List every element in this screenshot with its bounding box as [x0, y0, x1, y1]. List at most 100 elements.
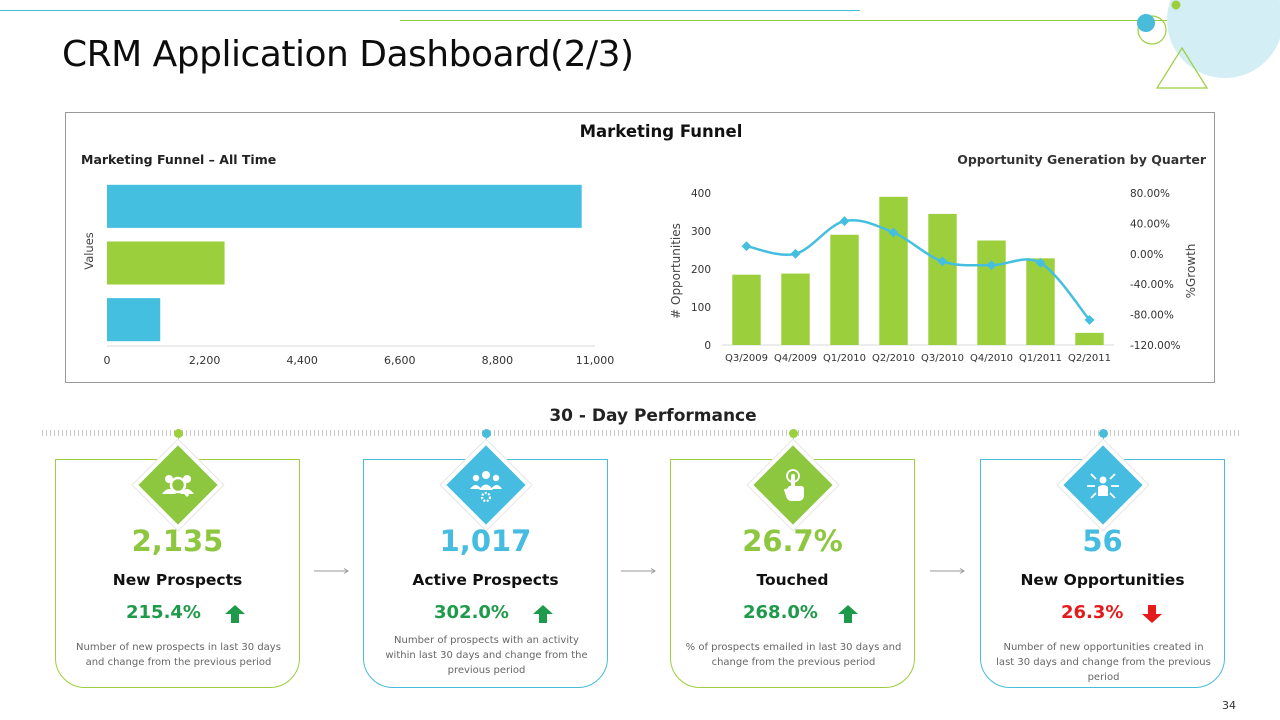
opportunity-x-tick-label: Q2/2011	[1068, 353, 1111, 364]
connector-arrow	[314, 568, 349, 574]
arrow-up-icon	[533, 605, 553, 623]
opportunity-bar	[781, 273, 810, 345]
growth-point	[741, 241, 752, 252]
touched-value: 26.7%	[742, 524, 843, 558]
growth-point	[986, 260, 997, 271]
decor-dot-green	[1171, 0, 1181, 10]
opportunity-chart-title: Opportunity Generation by Quarter	[957, 152, 1207, 167]
decor-ring	[1137, 15, 1167, 45]
opportunity-bar	[732, 274, 761, 345]
growth-y-tick-label: 40.00%	[1130, 218, 1170, 230]
opportunity-y-tick-label: 400	[691, 188, 711, 200]
header-accent-line-blue	[0, 10, 860, 11]
performance-title: 30 - Day Performance	[549, 406, 757, 426]
dotted-divider	[42, 430, 1240, 436]
new-prospects-description: Number of new prospects in last 30 days …	[76, 642, 281, 668]
search-people-icon	[162, 475, 194, 497]
new-prospects-label: New Prospects	[112, 571, 243, 589]
card-connector-dot	[789, 429, 798, 438]
opportunity-x-tick-label: Q1/2010	[823, 353, 866, 364]
card-connector-dot	[174, 429, 183, 438]
opportunity-y-tick-label: 300	[691, 226, 711, 238]
growth-point	[1035, 257, 1046, 268]
opportunity-bar	[1075, 332, 1104, 345]
opportunity-bar	[879, 196, 908, 345]
new-prospects-change: 215.4%	[126, 602, 201, 623]
active-prospects-value: 1,017	[439, 524, 532, 558]
funnel-chart: 0 2,200 4,400 6,600 8,800 11,000	[104, 184, 615, 367]
page-title: CRM Application Dashboard(2/3)	[62, 34, 634, 75]
arrow-down-icon	[1142, 605, 1162, 623]
card-active-prospects: 1,017 Active Prospects 302.0% Number of …	[363, 429, 608, 688]
opportunity-x-tick-label: Q1/2011	[1019, 353, 1062, 364]
active-prospects-label: Active Prospects	[412, 571, 559, 589]
connector-arrow	[621, 568, 656, 574]
new-opportunities-value: 56	[1082, 524, 1123, 558]
opportunity-x-tick-label: Q3/2010	[921, 353, 964, 364]
funnel-bar	[107, 298, 161, 342]
funnel-x-tick-label: 11,000	[576, 354, 615, 367]
header-accent-line-green	[400, 20, 1260, 21]
touched-label: Touched	[756, 571, 829, 589]
growth-axis-label: %Growth	[1184, 244, 1198, 299]
decor-dot-blue	[1137, 14, 1155, 32]
opportunity-bar	[1026, 258, 1055, 345]
opportunity-bar	[928, 213, 957, 345]
funnel-x-tick-label: 6,600	[384, 354, 416, 367]
charts-canvas: Marketing Funnel Marketing Funnel – All …	[81, 122, 1207, 367]
growth-y-tick-label: 0.00%	[1130, 249, 1163, 261]
active-prospects-description: Number of prospects with an activity wit…	[385, 635, 588, 676]
funnel-x-tick-label: 4,400	[286, 354, 318, 367]
new-opportunities-label: New Opportunities	[1020, 571, 1185, 589]
funnel-x-tick-label: 8,800	[482, 354, 514, 367]
growth-point	[888, 227, 899, 238]
active-prospects-change: 302.0%	[434, 602, 509, 623]
touched-description: % of prospects emailed in last 30 days a…	[685, 642, 902, 668]
connector-arrow	[930, 568, 965, 574]
funnel-bar	[107, 241, 225, 285]
new-opportunities-change: 26.3%	[1061, 602, 1124, 623]
funnel-x-tick-label: 2,200	[189, 354, 221, 367]
card-touched: 26.7% Touched 268.0% % of prospects emai…	[670, 429, 915, 688]
decor-circle-large	[1167, 0, 1280, 78]
opportunity-y-tick-label: 100	[691, 302, 711, 314]
funnel-bar	[107, 184, 582, 228]
card-new-opportunities: 56 New Opportunities 26.3% Number of new…	[980, 429, 1225, 688]
touched-change: 268.0%	[743, 602, 818, 623]
growth-y-tick-label: -80.00%	[1130, 310, 1174, 322]
growth-y-tick-label: -40.00%	[1130, 279, 1174, 291]
page-number: 34	[1222, 699, 1236, 712]
opportunity-bar	[977, 240, 1006, 345]
growth-y-tick-label: 80.00%	[1130, 188, 1170, 200]
opportunity-bar	[830, 234, 859, 345]
growth-point	[937, 256, 948, 267]
funnel-y-axis-label: Values	[82, 232, 96, 270]
marketing-funnel-panel: Marketing Funnel Marketing Funnel – All …	[65, 112, 1215, 383]
card-connector-dot	[482, 429, 491, 438]
funnel-panel-title: Marketing Funnel	[580, 122, 743, 141]
opportunity-y-tick-label: 200	[691, 264, 711, 276]
header-decoration	[1137, 0, 1280, 89]
network-person-icon	[1087, 473, 1119, 499]
opportunity-y-tick-label: 0	[704, 340, 711, 352]
growth-y-tick-label: -120.00%	[1130, 340, 1181, 352]
card-new-prospects: 2,135 New Prospects 215.4% Number of new…	[55, 429, 300, 688]
opportunity-x-tick-label: Q4/2009	[774, 353, 817, 364]
funnel-chart-title: Marketing Funnel – All Time	[81, 152, 276, 167]
opportunities-axis-label: # Opportunities	[669, 223, 683, 319]
opportunity-chart: 0 100 200 300 400 -120.00% -80.00% -40.00% 0.00%…	[691, 188, 1181, 364]
card-connector-dot	[1099, 429, 1108, 438]
arrow-up-icon	[838, 605, 858, 623]
opportunity-x-tick-label: Q2/2010	[872, 353, 915, 364]
opportunity-x-tick-label: Q3/2009	[725, 353, 768, 364]
opportunity-x-tick-label: Q4/2010	[970, 353, 1013, 364]
growth-point	[790, 248, 801, 259]
growth-point	[839, 216, 850, 227]
growth-point	[1084, 314, 1095, 325]
new-prospects-value: 2,135	[131, 524, 224, 558]
touch-hand-icon	[784, 469, 804, 501]
arrow-up-icon	[225, 605, 245, 623]
new-opportunities-description: Number of new opportunities created in l…	[996, 642, 1211, 683]
decor-triangle	[1155, 46, 1209, 89]
funnel-x-tick-label: 0	[104, 354, 111, 367]
